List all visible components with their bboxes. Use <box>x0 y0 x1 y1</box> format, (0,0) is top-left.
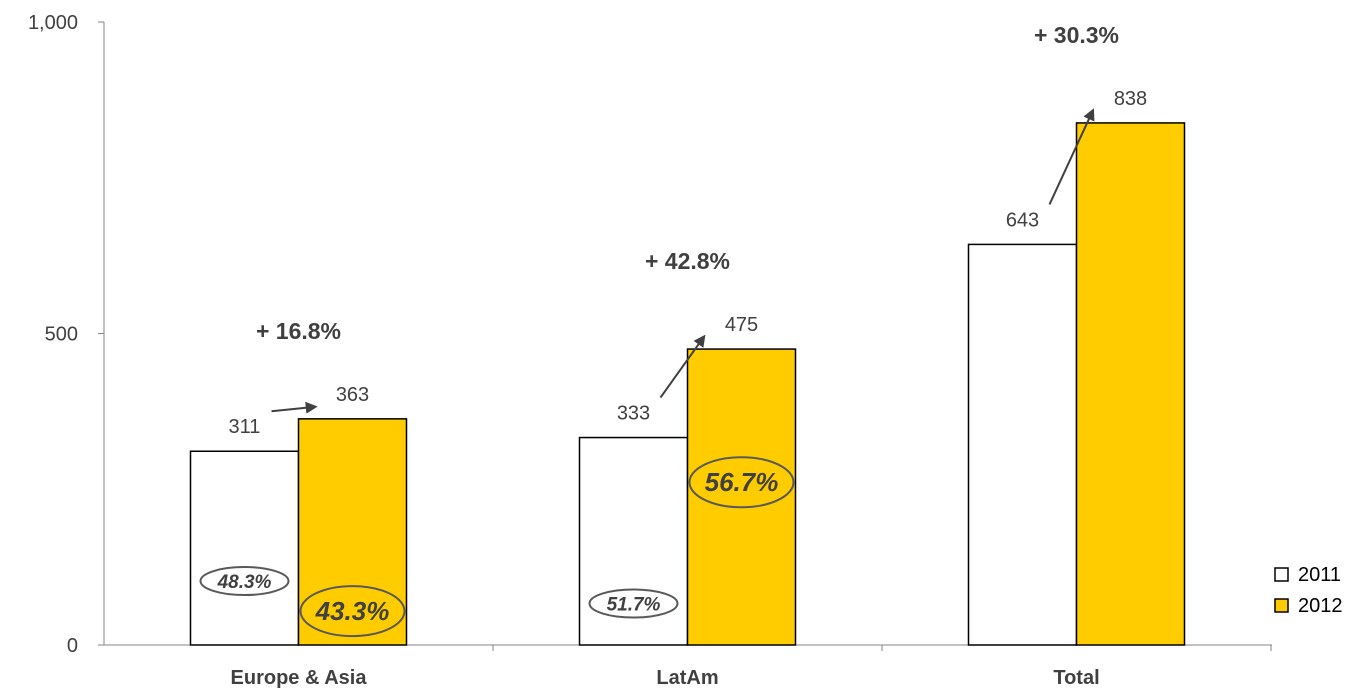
growth-label: + 30.3% <box>1034 22 1119 48</box>
legend-label: 2011 <box>1298 564 1341 586</box>
bar-2012-2 <box>1075 122 1186 646</box>
share-label: 43.3% <box>315 596 390 626</box>
y-tick-label: 500 <box>45 324 78 346</box>
category-label: Europe & Asia <box>231 667 368 689</box>
value-label: 643 <box>1006 209 1039 231</box>
share-ellipse <box>688 456 795 509</box>
y-tick-label: 0 <box>67 635 78 657</box>
value-label: 475 <box>725 314 758 336</box>
legend: 2011 2012 <box>1274 564 1343 617</box>
share-ellipse <box>299 585 406 638</box>
bar-2011-1 <box>578 436 689 646</box>
y-ticks: 0 500 1,000 <box>28 12 1272 657</box>
share-ellipse <box>199 566 290 597</box>
growth-label: + 42.8% <box>645 248 730 274</box>
share-ellipse <box>588 588 679 619</box>
share-label: 51.7% <box>607 595 661 616</box>
labels: Europe & Asia LatAm Total 311 333 643 363 475 83… <box>199 22 1147 689</box>
bar-2012-0 <box>297 418 408 646</box>
legend-swatch <box>1274 567 1289 582</box>
growth-label: + 16.8% <box>256 318 341 344</box>
growth-arrow <box>1048 108 1095 205</box>
value-label: 311 <box>229 416 261 438</box>
bar-2012-1 <box>686 348 797 646</box>
bars <box>189 122 1186 646</box>
share-label: 48.3% <box>217 572 272 593</box>
growth-arrow <box>659 334 706 399</box>
legend-label: 2012 <box>1298 595 1343 617</box>
bar-2011-0 <box>189 450 300 646</box>
bar-2011-2 <box>967 243 1078 646</box>
y-tick-label: 1,000 <box>28 12 78 34</box>
value-label: 363 <box>336 384 369 406</box>
growth-arrow <box>271 401 318 414</box>
value-label: 333 <box>617 403 650 425</box>
share-label: 56.7% <box>705 467 779 497</box>
value-label: 838 <box>1114 88 1147 110</box>
legend-swatch <box>1274 598 1289 613</box>
category-label: Total <box>1053 667 1099 689</box>
category-label: LatAm <box>656 667 718 689</box>
